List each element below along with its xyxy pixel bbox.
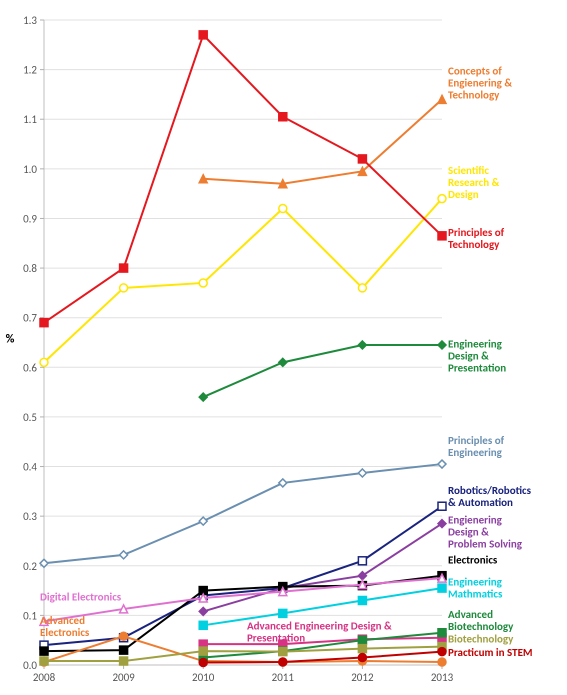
svg-text:2012: 2012 [351,671,374,684]
svg-text:0.1: 0.1 [23,609,37,622]
series-label: Biotechnology [448,633,514,646]
svg-text:0.3: 0.3 [23,510,37,523]
series-label: Principles ofEngineering [448,434,505,459]
svg-text:1.3: 1.3 [23,14,37,27]
svg-text:0.5: 0.5 [23,411,37,424]
series-label: AdvancedElectronics [40,614,90,639]
line-chart: 0.00.10.20.30.40.50.60.70.80.91.01.11.21… [0,0,567,695]
svg-text:%: % [6,333,15,347]
svg-text:0.4: 0.4 [23,461,37,474]
svg-text:2010: 2010 [192,671,215,684]
svg-text:2011: 2011 [272,671,295,684]
series-label: EngineeringMathmatics [448,576,503,601]
svg-text:2013: 2013 [431,671,454,684]
svg-text:0.9: 0.9 [23,212,37,225]
svg-text:0.8: 0.8 [23,262,37,275]
svg-text:2008: 2008 [33,671,56,684]
svg-text:1.0: 1.0 [23,163,37,176]
svg-text:2009: 2009 [112,671,135,684]
chart-svg: 0.00.10.20.30.40.50.60.70.80.91.01.11.21… [0,0,567,695]
svg-text:0.6: 0.6 [23,361,37,374]
svg-text:0.2: 0.2 [23,560,37,573]
svg-text:1.2: 1.2 [23,64,37,77]
series-label: Electronics [448,553,498,566]
series-label: Digital Electronics [40,591,122,604]
series-label: Practicum in STEM [448,646,533,659]
series-label: Principles ofTechnology [448,226,505,251]
svg-text:0.7: 0.7 [23,312,37,325]
svg-text:1.1: 1.1 [23,113,37,126]
